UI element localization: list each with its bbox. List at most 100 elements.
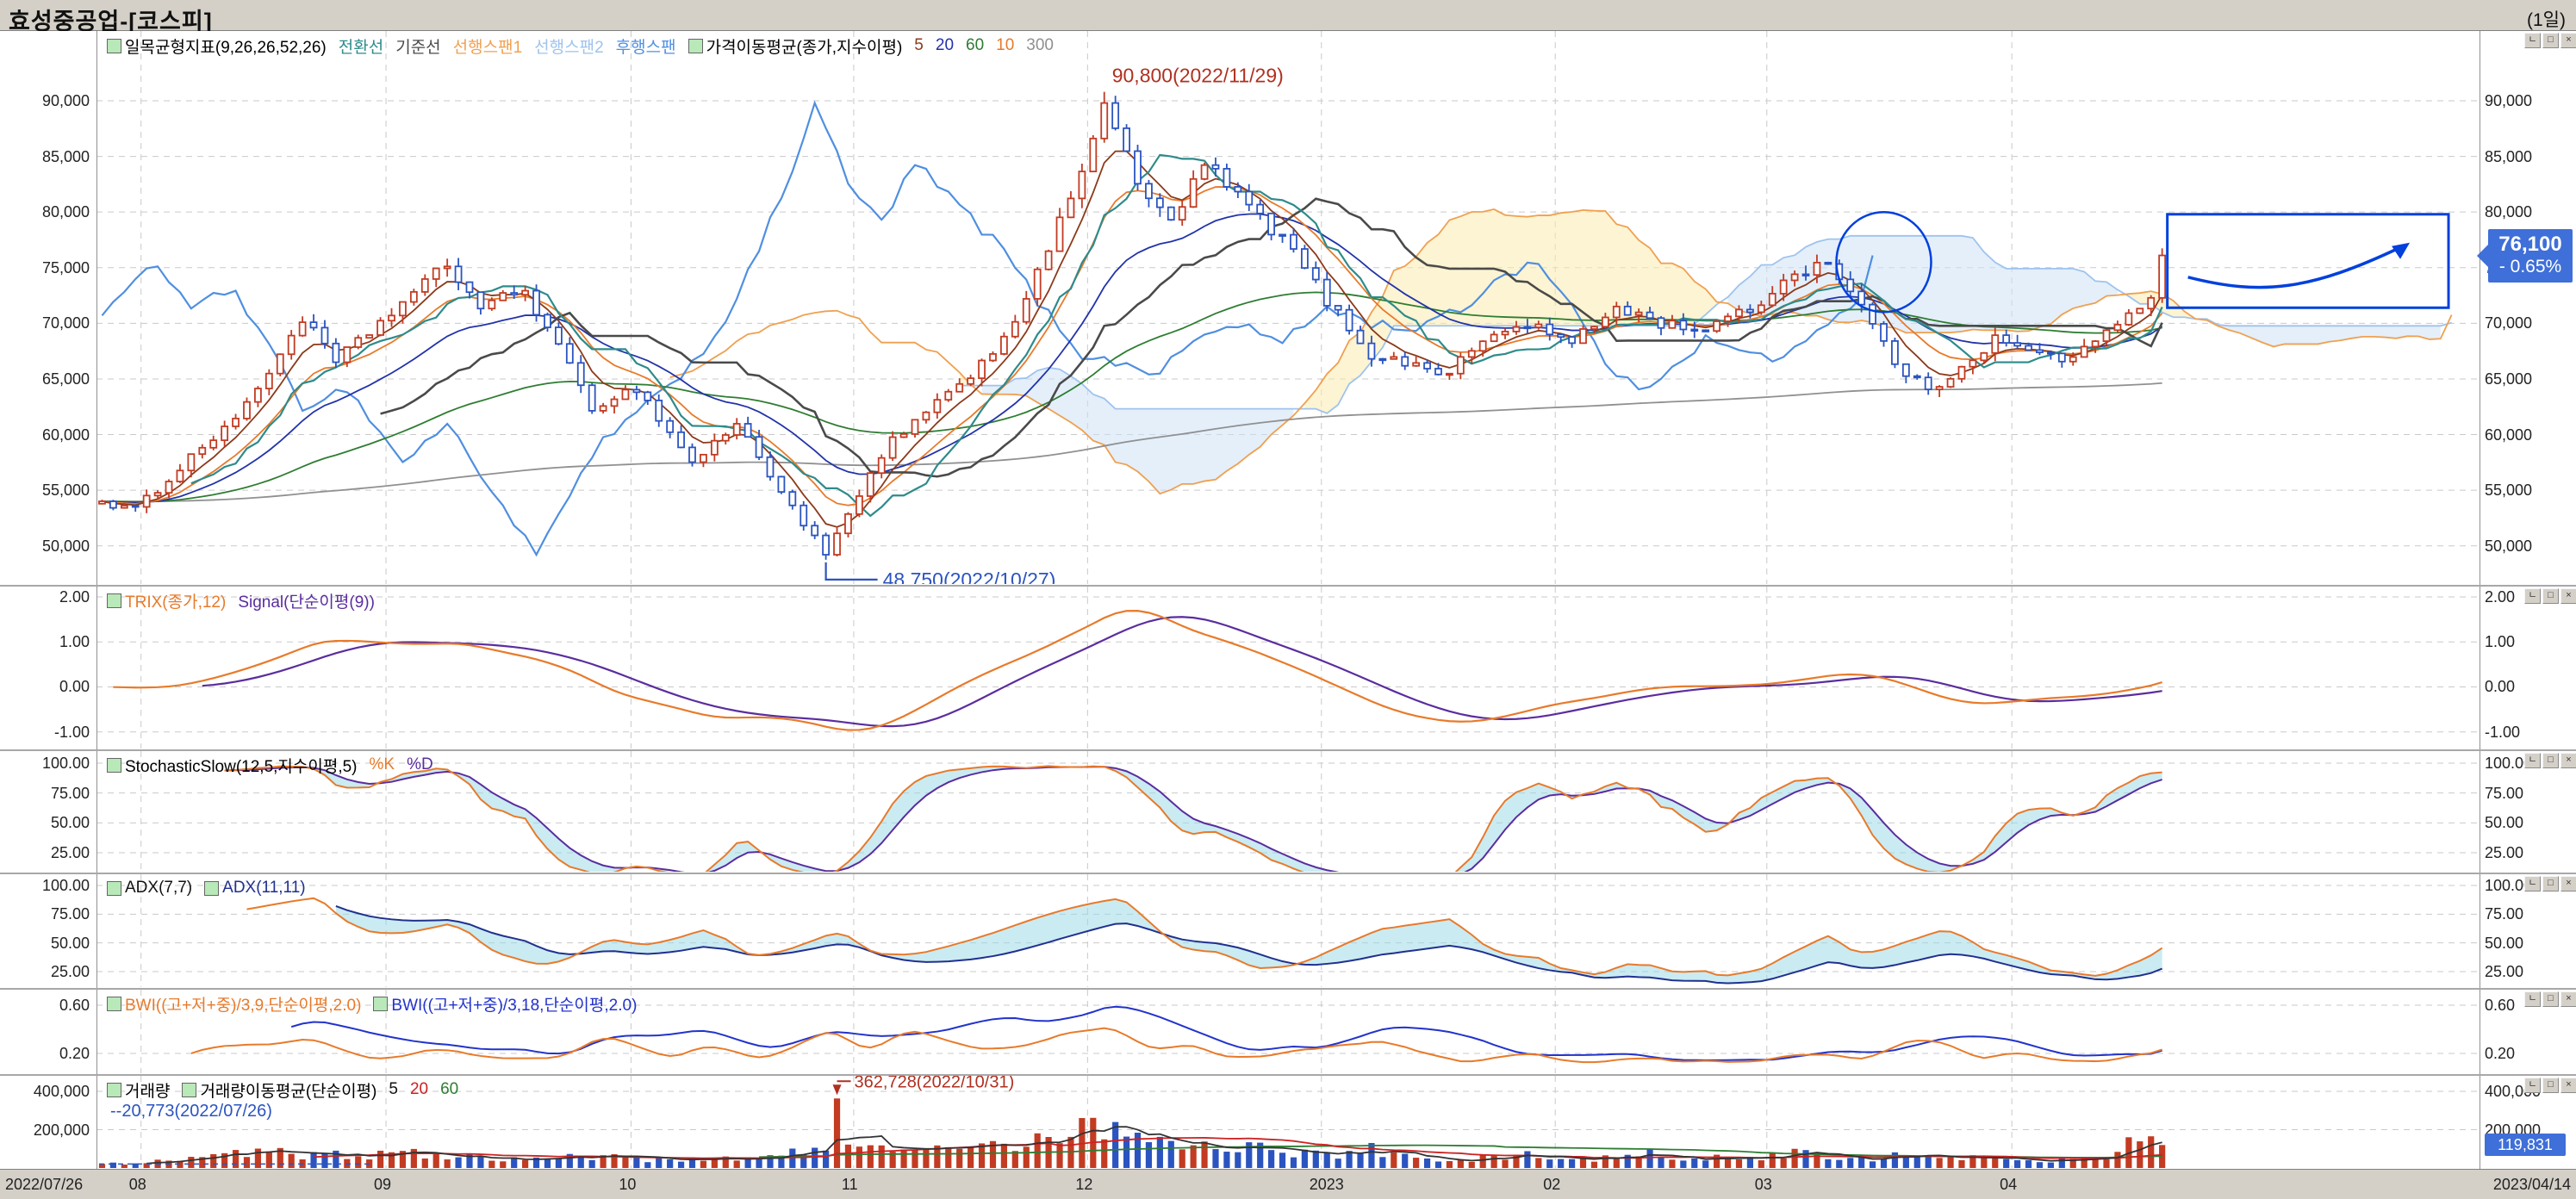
indicator-checkbox-icon[interactable] xyxy=(107,593,121,608)
vol-legend-item[interactable]: 20 xyxy=(410,1080,428,1099)
panel-maximize-button[interactable]: □ xyxy=(2542,753,2559,768)
legend-label: ADX(11,11) xyxy=(222,879,306,897)
panel-scale-button[interactable]: ㄴ xyxy=(2524,588,2541,604)
stoch-legend-item[interactable]: %D xyxy=(407,755,433,774)
y-tick-label: 75.00 xyxy=(2485,905,2524,923)
vol-legend-item[interactable]: 거래량이동평균(단순이평) xyxy=(182,1078,376,1102)
main-legend-item[interactable]: 20 xyxy=(936,36,954,55)
panel-close-button[interactable]: × xyxy=(2560,753,2576,768)
panel-close-button[interactable]: × xyxy=(2560,991,2576,1007)
legend-label: BWI((고+저+중)/3,18,단순이평,2.0) xyxy=(391,996,638,1015)
y-tick-label: 55,000 xyxy=(2485,481,2533,500)
panel-splitter[interactable] xyxy=(0,873,2576,874)
legend-label: 5 xyxy=(914,36,924,54)
y-tick-label: 85,000 xyxy=(41,147,90,165)
bwi-chart-plot xyxy=(96,990,2480,1073)
stoch-legend: StochasticSlow(12,5,지수이평,5) %K %D xyxy=(107,754,433,776)
main-legend-item[interactable]: 10 xyxy=(996,36,1014,55)
indicator-checkbox-icon[interactable] xyxy=(107,996,121,1011)
indicator-checkbox-icon[interactable] xyxy=(182,1082,197,1097)
panel-scale-button[interactable]: ㄴ xyxy=(2524,33,2541,48)
indicator-checkbox-icon[interactable] xyxy=(688,38,703,53)
trix-legend-item[interactable]: TRIX(종가,12) xyxy=(107,589,226,612)
bwi-legend: BWI((고+저+중)/3,9,단순이평,2.0) BWI((고+저+중)/3,1… xyxy=(107,992,637,1015)
legend-label: 10 xyxy=(996,36,1015,54)
legend-label: TRIX(종가,12) xyxy=(125,593,227,612)
main-panel-controls: ㄴ □ × xyxy=(2524,33,2576,48)
panel-scale-button[interactable]: ㄴ xyxy=(2524,1078,2541,1093)
trix-legend: TRIX(종가,12) Signal(단순이평(9)) xyxy=(107,589,375,612)
y-tick-label: 0.00 xyxy=(2485,678,2516,696)
legend-label: 거래량이동평균(단순이평) xyxy=(200,1082,377,1101)
svg-text:--20,773(2022/07/26): --20,773(2022/07/26) xyxy=(110,1102,272,1121)
indicator-checkbox-icon[interactable] xyxy=(107,757,121,773)
last-price-value: 76,100 xyxy=(2498,232,2562,256)
y-tick-label: 100.00 xyxy=(41,877,90,894)
vol-legend-item[interactable]: 60 xyxy=(440,1080,458,1099)
panel-maximize-button[interactable]: □ xyxy=(2542,991,2559,1007)
main-legend-item[interactable]: 5 xyxy=(914,36,924,55)
main-legend-item[interactable]: 300 xyxy=(1026,36,1054,55)
y-tick-label: 75.00 xyxy=(50,784,90,802)
adx-legend-item[interactable]: ADX(7,7) xyxy=(107,879,192,898)
legend-label: 선행스팬1 xyxy=(452,38,523,57)
adx-legend-item[interactable]: ADX(11,11) xyxy=(204,879,306,898)
panel-maximize-button[interactable]: □ xyxy=(2542,33,2559,48)
indicator-checkbox-icon[interactable] xyxy=(107,38,121,53)
trix-legend-item[interactable]: Signal(단순이평(9)) xyxy=(238,589,375,612)
legend-label: 후행스팬 xyxy=(615,38,676,57)
main-legend-item[interactable]: 가격이동평균(종가,지수이평) xyxy=(688,34,902,58)
y-tick-label: 0.00 xyxy=(59,678,90,696)
main-legend-item[interactable]: 기준선 xyxy=(395,34,440,58)
panel-splitter[interactable] xyxy=(0,585,2576,587)
stoch-legend-item[interactable]: %K xyxy=(370,755,395,774)
bwi-legend-item[interactable]: BWI((고+저+중)/3,18,단순이평,2.0) xyxy=(373,992,637,1016)
panel-maximize-button[interactable]: □ xyxy=(2542,588,2559,604)
indicator-checkbox-icon[interactable] xyxy=(373,996,389,1011)
y-tick-label: 55,000 xyxy=(41,481,90,500)
bwi-panel-controls: ㄴ □ × xyxy=(2524,991,2576,1007)
panel-splitter[interactable] xyxy=(0,1074,2576,1076)
panel-splitter[interactable] xyxy=(0,749,2576,751)
x-month-label: 2023 xyxy=(1309,1176,1344,1193)
vol-legend: 거래량 거래량이동평균(단순이평) 5 20 60 xyxy=(107,1078,458,1101)
panel-maximize-button[interactable]: □ xyxy=(2542,1078,2559,1093)
main-legend-item[interactable]: 전환선 xyxy=(339,34,383,58)
y-tick-label: 80,000 xyxy=(2485,203,2533,221)
y-tick-label: 50.00 xyxy=(50,934,90,952)
y-tick-label: -1.00 xyxy=(2485,723,2521,741)
y-tick-label: 50.00 xyxy=(50,814,90,832)
x-month-label: 03 xyxy=(1754,1176,1772,1193)
vol-legend-item[interactable]: 거래량 xyxy=(107,1078,170,1102)
indicator-checkbox-icon[interactable] xyxy=(107,1082,121,1097)
panel-splitter[interactable] xyxy=(0,988,2576,990)
panel-maximize-button[interactable]: □ xyxy=(2542,876,2559,891)
main-legend-item[interactable]: 후행스팬 xyxy=(616,34,676,58)
x-month-label: 02 xyxy=(1543,1176,1561,1193)
panel-scale-button[interactable]: ㄴ xyxy=(2524,753,2541,768)
y-tick-label: 90,000 xyxy=(2485,92,2533,109)
y-tick-label: 200,000 xyxy=(33,1121,90,1139)
main-legend-item[interactable]: 60 xyxy=(966,36,984,55)
panel-scale-button[interactable]: ㄴ xyxy=(2524,876,2541,891)
bwi-legend-item[interactable]: BWI((고+저+중)/3,9,단순이평,2.0) xyxy=(107,992,361,1016)
y-tick-label: 25.00 xyxy=(2485,844,2524,861)
y-tick-label: 25.00 xyxy=(50,844,90,861)
main-legend-item[interactable]: 선행스팬2 xyxy=(534,34,604,58)
stoch-legend-item[interactable]: StochasticSlow(12,5,지수이평,5) xyxy=(107,754,358,777)
y-tick-label: 0.60 xyxy=(59,997,90,1014)
vol-legend-item[interactable]: 5 xyxy=(389,1080,398,1099)
main-legend-item[interactable]: 일목균형지표(9,26,26,52,26) xyxy=(107,34,327,58)
panel-scale-button[interactable]: ㄴ xyxy=(2524,991,2541,1007)
legend-label: 전환선 xyxy=(338,38,384,57)
trix-panel-controls: ㄴ □ × xyxy=(2524,588,2576,604)
panel-close-button[interactable]: × xyxy=(2560,1078,2576,1093)
panel-close-button[interactable]: × xyxy=(2560,588,2576,604)
y-tick-label: 50,000 xyxy=(2485,537,2533,555)
indicator-checkbox-icon[interactable] xyxy=(107,880,121,896)
panel-close-button[interactable]: × xyxy=(2560,876,2576,891)
panel-close-button[interactable]: × xyxy=(2560,33,2576,48)
indicator-checkbox-icon[interactable] xyxy=(204,880,220,896)
main-legend-item[interactable]: 선행스팬1 xyxy=(453,34,523,58)
y-tick-label: 80,000 xyxy=(41,203,90,221)
